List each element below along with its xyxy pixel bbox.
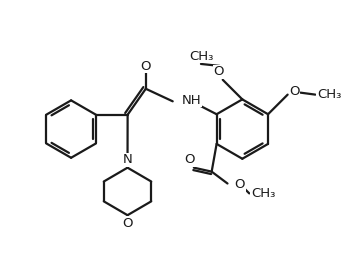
- Text: O: O: [122, 217, 133, 230]
- Text: CH₃: CH₃: [251, 187, 275, 200]
- Text: O: O: [213, 65, 224, 78]
- Text: O: O: [141, 60, 151, 73]
- Text: N: N: [122, 153, 132, 166]
- Text: NH: NH: [182, 94, 201, 107]
- Text: O: O: [289, 85, 300, 98]
- Text: O: O: [234, 178, 245, 191]
- Text: O: O: [185, 153, 195, 166]
- Text: CH₃: CH₃: [317, 88, 341, 101]
- Text: CH₃: CH₃: [189, 50, 213, 63]
